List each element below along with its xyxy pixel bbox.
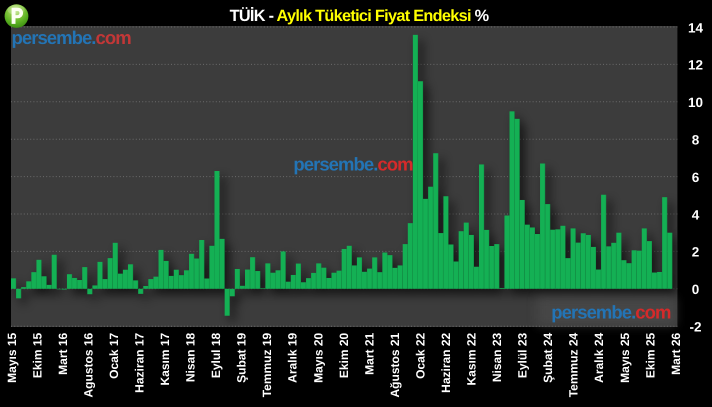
svg-text:persembe.com: persembe.com xyxy=(551,302,671,323)
svg-text:persembe.com: persembe.com xyxy=(12,27,132,48)
svg-text:Haziran 17: Haziran 17 xyxy=(133,332,147,392)
svg-text:TÜİK - Aylık Tüketici Fiyat En: TÜİK - Aylık Tüketici Fiyat Endeksi % xyxy=(230,7,490,25)
svg-text:Kasım 22: Kasım 22 xyxy=(465,332,479,385)
svg-text:Mayıs 15: Mayıs 15 xyxy=(5,332,19,382)
svg-text:Şubat 19: Şubat 19 xyxy=(235,332,249,382)
svg-text:Ocak 17: Ocak 17 xyxy=(107,332,121,378)
svg-text:Ekim 25: Ekim 25 xyxy=(643,332,657,378)
svg-text:Mart 21: Mart 21 xyxy=(362,332,376,374)
svg-text:0: 0 xyxy=(692,282,700,297)
svg-text:Ocak 22: Ocak 22 xyxy=(413,332,427,378)
svg-text:Kasım 17: Kasım 17 xyxy=(158,332,172,385)
svg-text:Haziran 22: Haziran 22 xyxy=(439,332,453,392)
svg-text:Mart 16: Mart 16 xyxy=(56,332,70,374)
svg-text:Ekim 20: Ekim 20 xyxy=(337,332,351,378)
svg-text:Mayıs 25: Mayıs 25 xyxy=(618,332,632,382)
svg-text:4: 4 xyxy=(692,207,700,222)
svg-text:Şubat 24: Şubat 24 xyxy=(541,332,555,382)
svg-text:2: 2 xyxy=(692,245,700,260)
svg-text:Eylul 18: Eylul 18 xyxy=(209,332,223,378)
svg-text:14: 14 xyxy=(688,20,704,35)
svg-text:8: 8 xyxy=(692,133,700,148)
svg-text:Mayıs 20: Mayıs 20 xyxy=(311,332,325,382)
svg-text:10: 10 xyxy=(688,95,703,110)
svg-text:Aralık 24: Aralık 24 xyxy=(592,332,606,382)
svg-text:Mart 26: Mart 26 xyxy=(669,332,683,374)
svg-text:Temmuz 19: Temmuz 19 xyxy=(260,332,274,397)
svg-text:-2: -2 xyxy=(689,320,701,335)
svg-text:Ekim 15: Ekim 15 xyxy=(30,332,44,378)
svg-text:Temmuz 24: Temmuz 24 xyxy=(567,332,581,397)
svg-text:Nisan 23: Nisan 23 xyxy=(490,332,504,382)
svg-text:Ağustos 21: Ağustos 21 xyxy=(388,332,402,397)
svg-text:Eylül 23: Eylül 23 xyxy=(516,332,530,378)
svg-text:Nisan 18: Nisan 18 xyxy=(184,332,198,382)
svg-text:12: 12 xyxy=(688,58,703,73)
svg-text:Agustos 16: Agustos 16 xyxy=(81,332,95,397)
svg-text:persembe.com: persembe.com xyxy=(293,154,413,175)
svg-text:6: 6 xyxy=(692,170,700,185)
svg-text:Aralık 19: Aralık 19 xyxy=(286,332,300,382)
